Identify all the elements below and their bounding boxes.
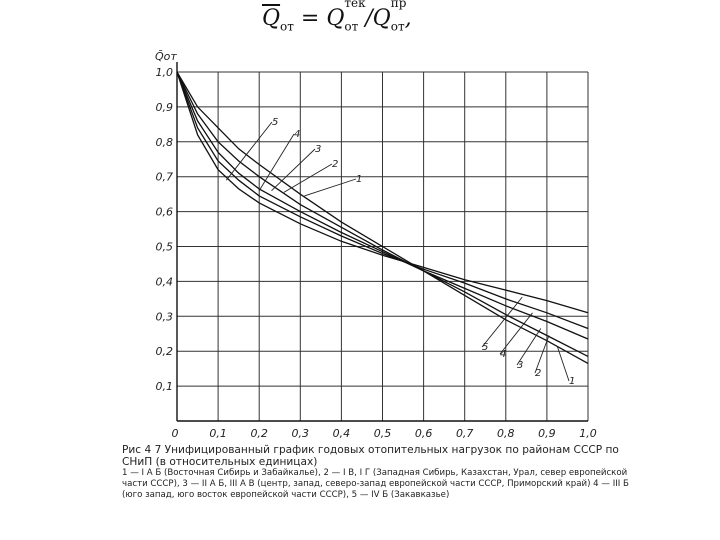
series-leader-4	[258, 133, 295, 191]
y-tick-label: 0,1	[156, 380, 174, 393]
y-axis-label: Q̄от	[155, 50, 177, 63]
series-leader-3	[516, 328, 542, 366]
series-leader-4	[499, 312, 533, 355]
y-tick-label: 0,4	[156, 275, 174, 288]
series-label-5: 5	[272, 117, 278, 128]
chart-axes	[176, 62, 588, 422]
series-line-3	[176, 71, 589, 340]
x-tick-label: 0,6	[415, 427, 433, 440]
series-label-1: 1	[569, 376, 575, 387]
series-label-2: 2	[535, 368, 541, 379]
figure-caption: Рис 4 7 Унифицированный график годовых о…	[122, 444, 642, 501]
series-line-4	[176, 71, 589, 330]
series-label-4: 4	[500, 349, 506, 360]
formula-lhs-sub: от	[280, 19, 294, 34]
series-leader-1	[556, 345, 570, 382]
series-leader-1	[304, 178, 357, 197]
series-leader-3	[271, 148, 316, 191]
series-label-1: 1	[356, 174, 362, 185]
x-tick-label: 0,9	[538, 427, 556, 440]
formula-tail: ,	[404, 6, 412, 31]
series-label-2: 2	[332, 159, 338, 170]
x-tick-label: 0,3	[292, 427, 310, 440]
formula-lhs: Q	[262, 6, 281, 31]
y-tick-label: 0,9	[156, 101, 174, 114]
caption-title: Рис 4 7 Унифицированный график годовых о…	[122, 444, 619, 468]
x-tick-label: 0,4	[333, 427, 351, 440]
series-label-3: 3	[315, 144, 321, 155]
formula-div: /Q	[358, 6, 391, 31]
series-label-4: 4	[294, 129, 300, 140]
series-leader-5	[481, 296, 523, 348]
formula-num-sub: от	[344, 19, 359, 34]
y-tick-label: 0,3	[156, 310, 174, 323]
series-leader-2	[283, 163, 333, 193]
formula-den-sub: от	[390, 19, 405, 34]
x-tick-label: 0,2	[250, 427, 268, 440]
chart-series	[176, 71, 589, 364]
x-tick-label: 0	[172, 427, 179, 440]
x-tick-label: 0,1	[209, 427, 227, 440]
caption-legend: 1 — I А Б (Восточная Сибирь и Забайкалье…	[122, 468, 629, 500]
y-tick-label: 0,5	[156, 241, 174, 254]
y-tick-label: 0,7	[156, 171, 174, 184]
series-line-5	[176, 71, 589, 314]
x-tick-label: 0,7	[456, 427, 474, 440]
y-tick-label: 1,0	[156, 66, 174, 79]
series-leader-5	[225, 121, 273, 181]
formula-num-sup: тек	[344, 0, 366, 10]
formula-eq: = Q	[293, 6, 345, 31]
formula-den-sup: пр	[390, 0, 407, 10]
x-tick-label: 0,5	[374, 427, 392, 440]
series-label-3: 3	[517, 360, 523, 371]
series-leader-2	[534, 335, 550, 374]
y-tick-label: 0,8	[156, 136, 174, 149]
series-label-5: 5	[482, 342, 488, 353]
x-tick-label: 0,8	[497, 427, 515, 440]
y-tick-label: 0,6	[156, 206, 174, 219]
series-line-2	[176, 71, 589, 357]
y-tick-label: 0,2	[156, 345, 174, 358]
series-line-1	[176, 71, 589, 364]
x-tick-label: 1,0	[579, 427, 597, 440]
chart-labels: 0 0,1 0,2 0,3 0,4 0,5 0,6 0,7 0,8 0,9 1,0 0,1 0,2 0,3…	[155, 50, 597, 440]
